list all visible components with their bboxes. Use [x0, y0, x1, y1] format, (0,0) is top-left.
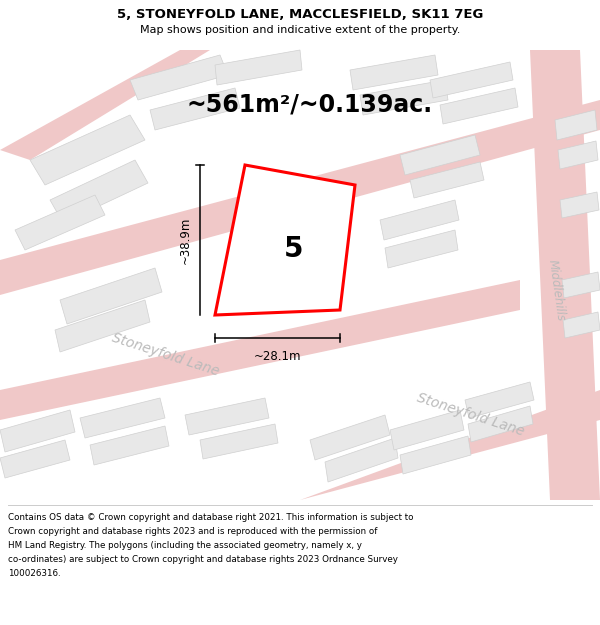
Polygon shape [410, 162, 484, 198]
Polygon shape [390, 410, 464, 450]
Text: Map shows position and indicative extent of the property.: Map shows position and indicative extent… [140, 25, 460, 35]
Polygon shape [300, 390, 600, 500]
Polygon shape [440, 88, 518, 124]
Polygon shape [0, 410, 75, 452]
Polygon shape [558, 141, 598, 169]
Polygon shape [30, 115, 145, 185]
Polygon shape [385, 230, 458, 268]
Polygon shape [50, 160, 148, 223]
Text: Stoneyfold Lane: Stoneyfold Lane [110, 331, 220, 379]
Text: Crown copyright and database rights 2023 and is reproduced with the permission o: Crown copyright and database rights 2023… [8, 527, 377, 536]
Polygon shape [150, 88, 240, 130]
Polygon shape [90, 426, 169, 465]
Polygon shape [350, 55, 438, 90]
Text: HM Land Registry. The polygons (including the associated geometry, namely x, y: HM Land Registry. The polygons (includin… [8, 541, 362, 550]
Text: Stoneyfold Lane: Stoneyfold Lane [415, 391, 526, 439]
Text: 5: 5 [284, 235, 304, 262]
Polygon shape [562, 272, 600, 298]
Polygon shape [0, 280, 520, 420]
Polygon shape [468, 406, 533, 442]
Polygon shape [400, 436, 471, 474]
Text: 5, STONEYFOLD LANE, MACCLESFIELD, SK11 7EG: 5, STONEYFOLD LANE, MACCLESFIELD, SK11 7… [117, 8, 483, 21]
Polygon shape [215, 50, 302, 85]
Text: ~38.9m: ~38.9m [179, 216, 192, 264]
Polygon shape [200, 424, 278, 459]
Polygon shape [185, 398, 269, 435]
Bar [0, 50, 600, 500]
Polygon shape [130, 55, 228, 100]
Polygon shape [360, 80, 448, 115]
Polygon shape [0, 440, 70, 478]
Polygon shape [215, 165, 355, 315]
Polygon shape [560, 192, 599, 218]
Text: ~28.1m: ~28.1m [254, 350, 301, 363]
Polygon shape [325, 438, 398, 482]
Polygon shape [15, 195, 105, 250]
Text: 100026316.: 100026316. [8, 569, 61, 578]
Polygon shape [400, 135, 480, 175]
Text: Contains OS data © Crown copyright and database right 2021. This information is : Contains OS data © Crown copyright and d… [8, 513, 413, 522]
Polygon shape [530, 50, 600, 500]
Polygon shape [465, 382, 534, 418]
Polygon shape [60, 268, 162, 324]
Polygon shape [310, 415, 390, 460]
Polygon shape [563, 312, 600, 338]
Polygon shape [380, 200, 459, 240]
Polygon shape [430, 62, 513, 98]
Polygon shape [0, 50, 210, 160]
Text: co-ordinates) are subject to Crown copyright and database rights 2023 Ordnance S: co-ordinates) are subject to Crown copyr… [8, 555, 398, 564]
Polygon shape [55, 300, 150, 352]
Text: ~561m²/~0.139ac.: ~561m²/~0.139ac. [187, 93, 433, 117]
Polygon shape [0, 100, 600, 295]
Text: Middlehills: Middlehills [545, 258, 567, 322]
Polygon shape [80, 398, 165, 438]
Polygon shape [555, 110, 597, 140]
